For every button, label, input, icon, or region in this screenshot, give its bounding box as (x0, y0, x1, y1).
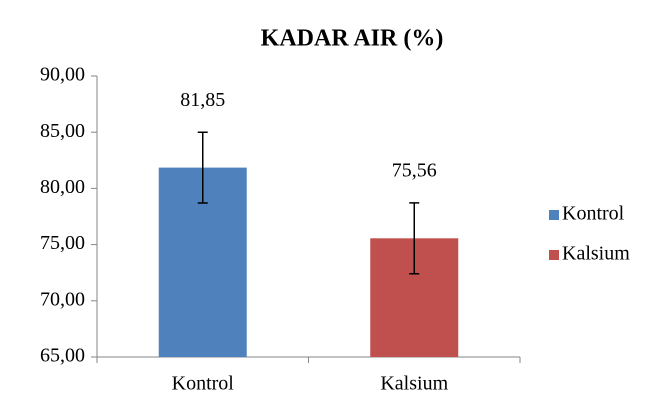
y-tick-label: 70,00 (40, 288, 85, 310)
y-tick-label: 75,00 (40, 232, 85, 254)
y-tick-label: 90,00 (40, 64, 85, 86)
y-tick-label: 85,00 (40, 120, 85, 142)
legend-label: Kalsium (562, 243, 630, 265)
y-tick-label: 65,00 (40, 345, 85, 367)
chart-title: KADAR AIR (%) (261, 26, 444, 52)
legend-swatch (549, 250, 559, 260)
error-bar (197, 131, 208, 204)
error-bar (409, 202, 420, 275)
legend-label: Kontrol (562, 203, 625, 225)
data-label: 75,56 (392, 159, 437, 181)
data-label: 81,85 (180, 89, 225, 111)
x-tick-label: Kontrol (172, 373, 235, 395)
x-tick-label: Kalsium (380, 373, 448, 395)
legend-swatch (549, 210, 559, 220)
y-tick-label: 80,00 (40, 176, 85, 198)
